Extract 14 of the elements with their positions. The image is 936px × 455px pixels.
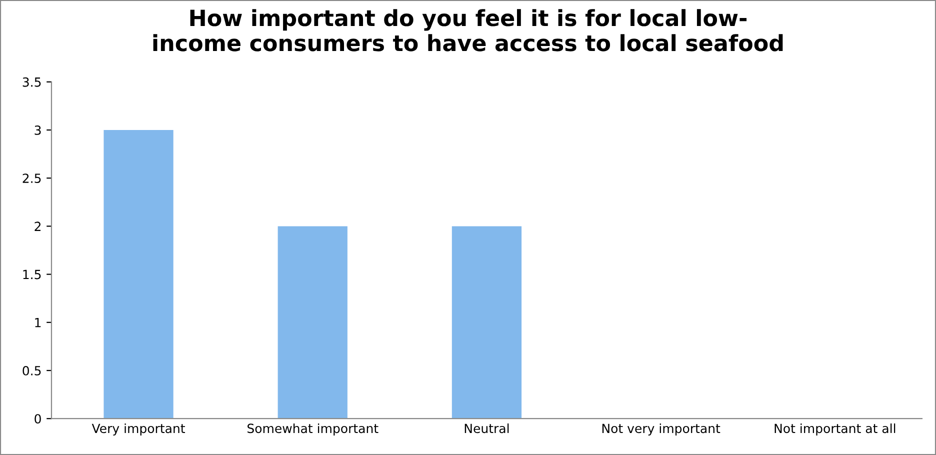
x-tick-label: Not important at all [774,423,896,436]
y-tick-label: 2 [34,222,41,231]
y-tick-label: 1 [35,318,41,328]
y-tick-label: 2.5 [22,174,41,184]
x-tick-label: Very important [92,423,185,436]
y-tick-label: 3.5 [22,77,41,87]
y-tick-label: 1.5 [23,270,41,280]
chart-title: How important do you feel it is for local low- income consumers to have access to local seafood [153,9,783,52]
x-tick-label: Not very important [602,423,720,436]
y-tick-label: 0.5 [22,366,41,376]
x-tick-label: Somewhat important [248,423,378,436]
y-tick-label: 3 [34,125,41,135]
x-tick-label: Neutral [464,423,509,434]
y-tick-label: 0 [34,414,41,424]
